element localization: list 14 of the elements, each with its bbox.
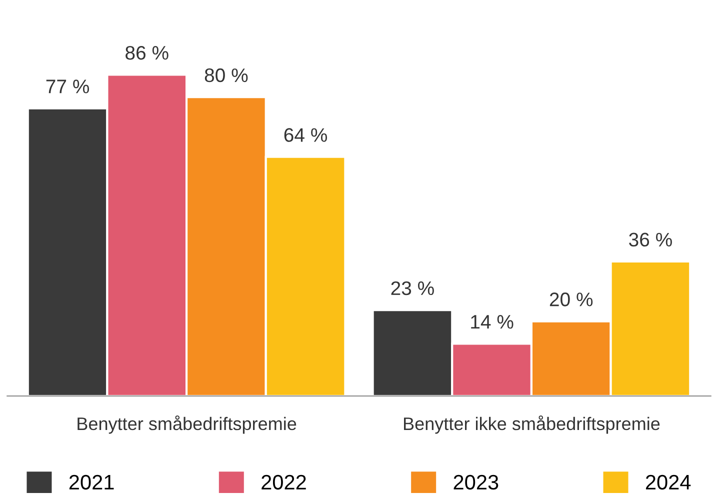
legend-label: 2022 (262, 474, 306, 490)
data-label: 20 % (550, 292, 593, 306)
x-tick-label: Benytter småbedriftspremie (78, 415, 296, 434)
data-label: 64 % (284, 128, 328, 142)
data-label: 23 % (391, 281, 434, 296)
data-label: 14 % (471, 315, 514, 329)
legend-label: 2021 (69, 474, 114, 490)
data-label: 80 % (204, 68, 248, 82)
data-label: 77 % (46, 80, 90, 94)
x-tick-label: Benytter ikke småbedriftspremie (404, 415, 660, 434)
data-label: 86 % (126, 46, 168, 60)
legend-label: 2024 (646, 474, 691, 490)
legend-label: 2023 (454, 474, 498, 490)
data-label: 36 % (629, 232, 672, 247)
